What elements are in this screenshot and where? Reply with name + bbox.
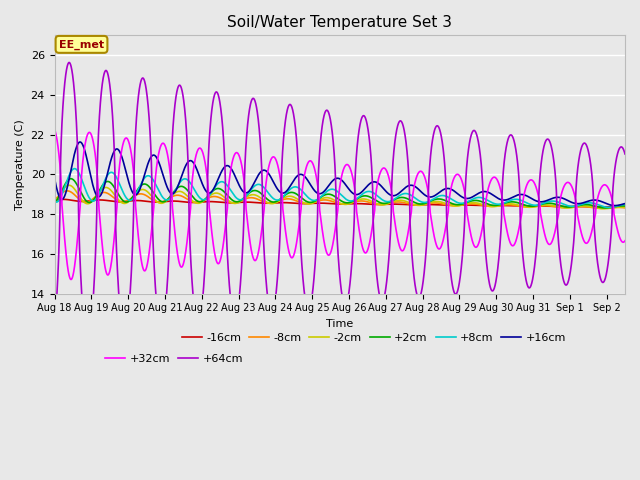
- +2cm: [611, 204, 618, 210]
- +16cm: [150, 152, 157, 158]
- -2cm: [65, 182, 73, 188]
- -2cm: [294, 197, 302, 203]
- +32cm: [269, 154, 277, 160]
- -2cm: [269, 201, 277, 206]
- +64cm: [621, 151, 629, 157]
- Line: +64cm: +64cm: [54, 62, 625, 343]
- -2cm: [600, 206, 607, 212]
- -16cm: [294, 201, 302, 206]
- +8cm: [605, 204, 613, 210]
- +16cm: [621, 201, 629, 206]
- +16cm: [51, 175, 58, 181]
- Line: +2cm: +2cm: [54, 179, 625, 208]
- -16cm: [269, 200, 277, 206]
- +16cm: [548, 195, 556, 201]
- +16cm: [611, 203, 619, 208]
- -8cm: [598, 205, 606, 211]
- -8cm: [150, 198, 157, 204]
- +32cm: [548, 238, 556, 243]
- +64cm: [116, 307, 124, 313]
- -16cm: [116, 199, 124, 204]
- -8cm: [294, 199, 302, 204]
- +32cm: [294, 229, 302, 235]
- Legend: +32cm, +64cm: +32cm, +64cm: [101, 349, 248, 368]
- +2cm: [150, 190, 157, 196]
- +64cm: [611, 171, 618, 177]
- -16cm: [60, 196, 67, 202]
- -16cm: [150, 199, 157, 205]
- +8cm: [150, 178, 157, 183]
- -8cm: [51, 197, 58, 203]
- +2cm: [269, 199, 277, 205]
- +64cm: [270, 307, 278, 313]
- Line: +32cm: +32cm: [54, 129, 625, 279]
- -2cm: [611, 204, 618, 210]
- +2cm: [67, 176, 75, 181]
- +8cm: [548, 198, 556, 204]
- -8cm: [548, 204, 556, 209]
- +8cm: [611, 204, 618, 210]
- +2cm: [51, 200, 58, 205]
- Title: Soil/Water Temperature Set 3: Soil/Water Temperature Set 3: [227, 15, 452, 30]
- +32cm: [51, 126, 58, 132]
- +64cm: [150, 257, 157, 263]
- +64cm: [549, 151, 557, 156]
- -8cm: [63, 188, 71, 194]
- +8cm: [269, 196, 277, 202]
- +64cm: [51, 326, 58, 332]
- -2cm: [150, 195, 157, 201]
- -2cm: [548, 203, 556, 208]
- -8cm: [611, 204, 618, 210]
- Line: -8cm: -8cm: [54, 191, 625, 208]
- -8cm: [269, 200, 277, 206]
- +2cm: [116, 194, 124, 200]
- -16cm: [610, 204, 618, 210]
- -2cm: [621, 204, 629, 210]
- -2cm: [116, 198, 124, 204]
- +8cm: [621, 202, 629, 207]
- Line: -16cm: -16cm: [54, 199, 625, 207]
- +8cm: [70, 166, 78, 171]
- -8cm: [116, 199, 124, 204]
- X-axis label: Time: Time: [326, 319, 353, 329]
- Y-axis label: Temperature (C): Temperature (C): [15, 119, 25, 210]
- +16cm: [76, 139, 84, 145]
- +16cm: [116, 149, 124, 155]
- +32cm: [621, 238, 629, 244]
- -2cm: [51, 199, 58, 205]
- +2cm: [602, 205, 609, 211]
- +64cm: [294, 166, 302, 171]
- +64cm: [84, 340, 92, 346]
- +16cm: [269, 179, 277, 185]
- +32cm: [67, 276, 75, 282]
- Line: +16cm: +16cm: [54, 142, 625, 205]
- -16cm: [51, 197, 58, 203]
- +32cm: [116, 161, 124, 167]
- Text: EE_met: EE_met: [59, 39, 104, 49]
- +16cm: [294, 172, 302, 178]
- -8cm: [621, 205, 629, 211]
- +8cm: [51, 198, 58, 204]
- -16cm: [621, 204, 629, 210]
- +8cm: [116, 181, 124, 187]
- +16cm: [610, 203, 618, 208]
- Line: -2cm: -2cm: [54, 185, 625, 209]
- +32cm: [150, 206, 157, 212]
- +8cm: [294, 185, 302, 191]
- +64cm: [65, 60, 73, 65]
- +2cm: [548, 201, 556, 206]
- +2cm: [621, 203, 629, 209]
- +2cm: [294, 192, 302, 198]
- Line: +8cm: +8cm: [54, 168, 625, 207]
- -16cm: [548, 204, 556, 209]
- +32cm: [610, 211, 618, 217]
